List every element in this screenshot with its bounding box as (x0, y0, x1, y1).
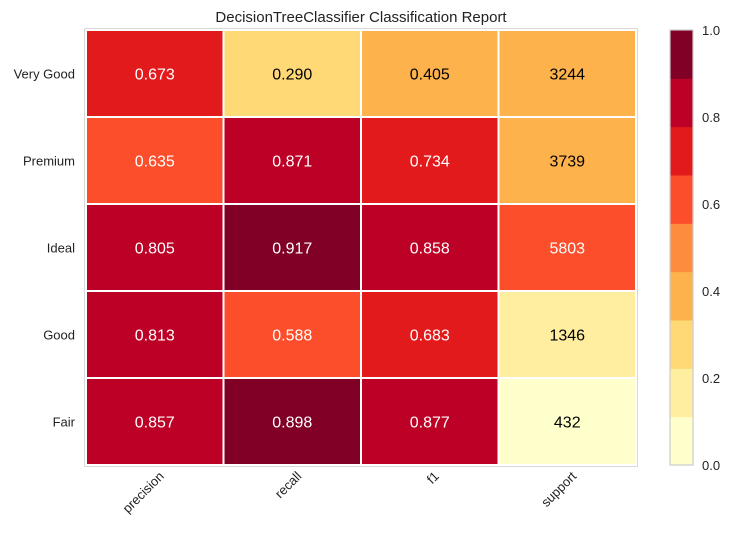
heatmap-cell-good-support (497, 290, 637, 379)
colorbar-segment (670, 175, 693, 224)
colorbar-tick-label: 1.0 (702, 23, 720, 38)
heatmap-cell-good-f1 (360, 290, 500, 379)
cell-value-label: 432 (554, 415, 581, 432)
colorbar-segment (670, 126, 693, 176)
row-label: Fair (53, 415, 76, 430)
colorbar-segment (670, 368, 693, 418)
heatmap-cell-ideal-precision (85, 203, 225, 292)
cell-value-label: 0.683 (410, 328, 450, 345)
column-labels: precision recall f1 support (119, 468, 579, 516)
row-label: Good (43, 328, 75, 343)
cell-value-label: 0.871 (272, 154, 312, 171)
cell-value-label: 3739 (549, 154, 585, 171)
heatmap-cells: 0.673 0.290 0.405 3244 0.635 0.871 0.734 3739 0.… (84, 28, 638, 467)
row-label: Ideal (47, 241, 75, 256)
heatmap-cell-very-good-support (497, 29, 637, 118)
heatmap-cell-very-good-recall (222, 29, 362, 118)
cell-value-label: 0.635 (135, 154, 175, 171)
heatmap-cell-fair-recall (222, 377, 362, 466)
cell-value-label: 5803 (549, 241, 585, 258)
row-labels: Very Good Premium Ideal Good Fair (14, 67, 76, 430)
heatmap-cell-premium-recall (222, 116, 362, 205)
cell-value-label: 0.290 (272, 67, 312, 84)
cell-value-label: 0.877 (410, 415, 450, 432)
cell-value-label: 0.857 (135, 415, 175, 432)
chart-title: DecisionTreeClassifier Classification Re… (215, 9, 507, 26)
colorbar-tick-label: 0.4 (702, 284, 720, 299)
column-label: f1 (424, 469, 442, 487)
column-label: precision (119, 469, 166, 516)
heatmap-cell-premium-f1 (360, 116, 500, 205)
colorbar-segment (670, 271, 693, 321)
heatmap-cell-ideal-support (497, 203, 637, 292)
cell-value-label: 0.917 (272, 241, 312, 258)
colorbar-segment (670, 320, 693, 369)
colorbar-frame (669, 29, 694, 466)
cell-value-label: 0.813 (135, 328, 175, 345)
colorbar-tick-label: 0.0 (702, 458, 720, 473)
colorbar-segment (670, 223, 693, 273)
colorbar: 0.0 0.2 0.4 0.6 0.8 1.0 (669, 23, 720, 473)
column-label: recall (272, 468, 305, 501)
heatmap-cell-fair-precision (85, 377, 225, 466)
row-label: Very Good (14, 67, 75, 82)
colorbar-segment (670, 78, 693, 128)
colorbar-tick-label: 0.6 (702, 197, 720, 212)
cell-value-label: 3244 (549, 67, 585, 84)
row-label: Premium (23, 154, 75, 169)
cell-value-label: 0.405 (410, 67, 450, 84)
heatmap-cell-premium-support (497, 116, 637, 205)
heatmap-cell-ideal-f1 (360, 203, 500, 292)
colorbar-segment (670, 416, 693, 466)
colorbar-segment (670, 30, 693, 79)
heatmap-cell-good-recall (222, 290, 362, 379)
cell-value-label: 1346 (549, 328, 585, 345)
cell-value-label: 0.588 (272, 328, 312, 345)
cell-value-label: 0.673 (135, 67, 175, 84)
cell-value-label: 0.898 (272, 415, 312, 432)
cell-value-label: 0.805 (135, 241, 175, 258)
cell-value-label: 0.858 (410, 241, 450, 258)
cell-value-label: 0.734 (410, 154, 450, 171)
colorbar-tick-label: 0.8 (702, 110, 720, 125)
heatmap-cell-fair-f1 (360, 377, 500, 466)
colorbar-tick-label: 0.2 (702, 371, 720, 386)
heatmap-cell-fair-support (497, 377, 637, 466)
column-label: support (538, 468, 580, 510)
